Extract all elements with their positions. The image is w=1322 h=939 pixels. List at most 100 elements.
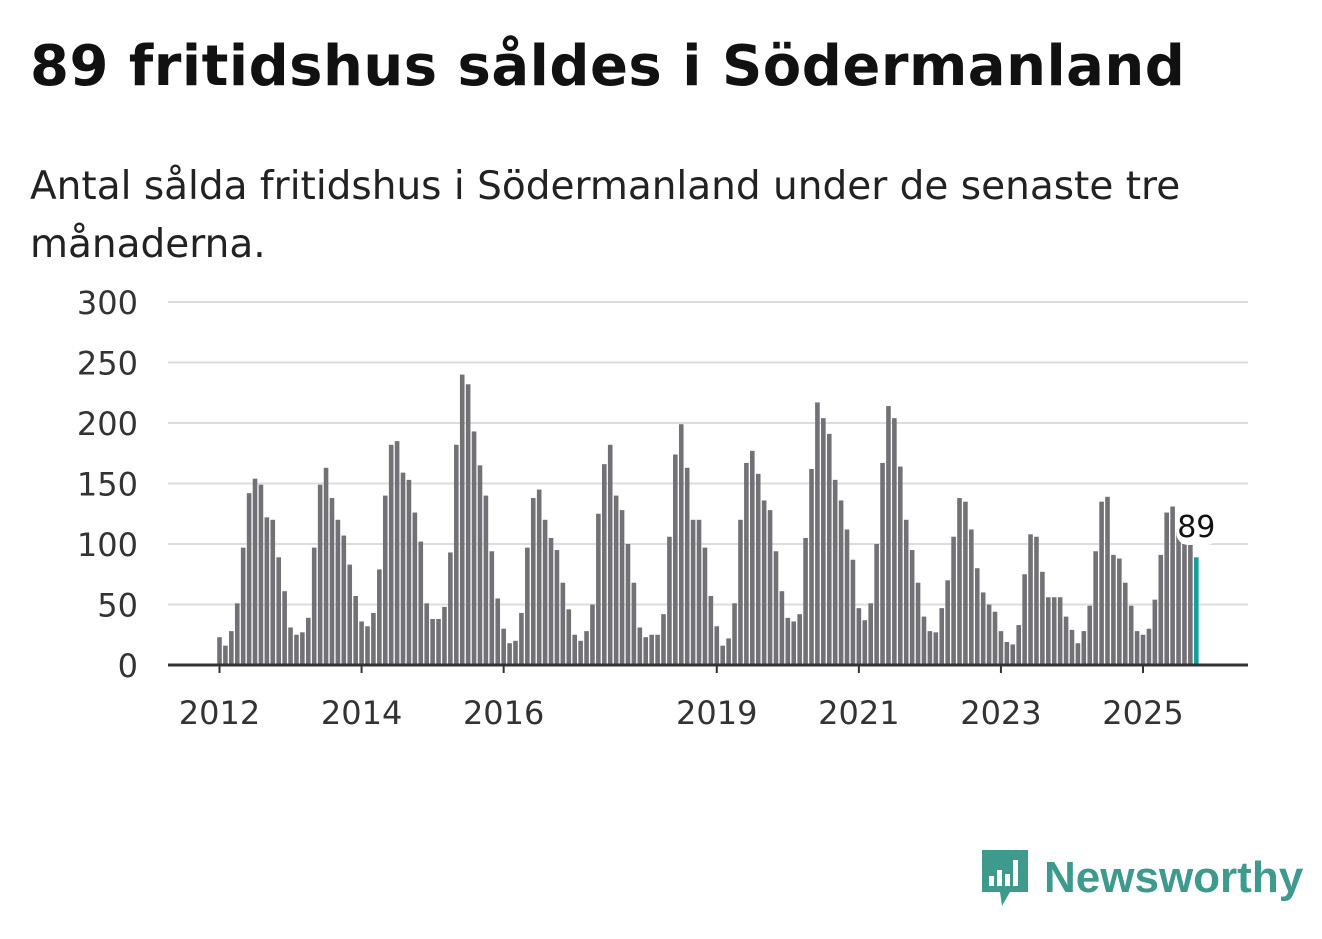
y-tick-label: 300 xyxy=(77,284,138,322)
bar xyxy=(448,552,453,665)
bar xyxy=(1057,597,1063,665)
bar xyxy=(785,617,791,665)
bar xyxy=(300,632,305,665)
bar xyxy=(501,628,506,665)
bar xyxy=(1069,629,1075,665)
bar xyxy=(1158,554,1164,665)
bar xyxy=(507,643,512,665)
bar xyxy=(590,604,595,665)
bar xyxy=(1194,557,1199,665)
bar xyxy=(578,640,583,665)
bar xyxy=(229,631,234,665)
bar xyxy=(252,478,258,665)
bar xyxy=(708,596,714,665)
y-tick-label: 0 xyxy=(118,647,138,685)
bar xyxy=(536,489,542,665)
y-tick-label: 150 xyxy=(77,466,138,504)
bar xyxy=(288,627,293,665)
bar xyxy=(542,519,548,665)
bar xyxy=(969,529,974,665)
bar xyxy=(1034,536,1039,665)
bar xyxy=(927,631,933,665)
bar xyxy=(1111,554,1116,665)
bar xyxy=(270,519,276,665)
bar xyxy=(892,418,897,665)
bar xyxy=(1028,534,1033,665)
bar xyxy=(459,374,465,665)
y-tick-label: 50 xyxy=(97,587,138,625)
bar xyxy=(637,627,643,665)
x-axis-ticks: 2012 2014 2016 2019 2021 2023 2025 xyxy=(179,665,1184,732)
y-tick-label: 250 xyxy=(77,345,138,383)
bar xyxy=(335,519,341,665)
bar xyxy=(998,631,1004,665)
bar xyxy=(720,645,725,665)
bar xyxy=(773,551,779,665)
bar xyxy=(530,498,536,665)
bar xyxy=(382,495,388,665)
bar xyxy=(803,537,808,665)
bar xyxy=(607,444,613,665)
bar xyxy=(223,645,228,665)
bar xyxy=(1010,644,1016,665)
bar xyxy=(306,617,311,665)
bar xyxy=(821,418,826,665)
bar xyxy=(560,582,566,665)
bar xyxy=(1164,512,1169,665)
bar xyxy=(1093,551,1098,665)
x-tick-label: 2012 xyxy=(179,694,260,732)
bar xyxy=(1105,496,1110,665)
bar xyxy=(1087,605,1093,665)
bar xyxy=(1117,558,1122,665)
bar xyxy=(282,591,287,665)
bar xyxy=(856,608,862,665)
bar xyxy=(738,519,743,665)
bar xyxy=(880,462,885,665)
bar xyxy=(1176,531,1181,665)
bar xyxy=(613,495,619,665)
bar xyxy=(874,544,879,665)
bar xyxy=(619,510,625,665)
bar xyxy=(850,559,856,665)
bar xyxy=(951,536,956,665)
bar xyxy=(430,619,435,665)
bar xyxy=(246,493,252,665)
bar xyxy=(359,621,364,665)
bar xyxy=(353,596,358,665)
bar xyxy=(661,614,666,665)
bar xyxy=(963,501,968,665)
bar xyxy=(554,550,560,665)
bar xyxy=(815,402,820,665)
bar xyxy=(696,519,702,665)
bar xyxy=(702,547,708,665)
bar xyxy=(791,621,797,665)
bar xyxy=(584,631,589,665)
bar xyxy=(347,564,353,665)
bar xyxy=(596,513,601,665)
bar xyxy=(886,406,891,665)
x-tick-label: 2021 xyxy=(818,694,899,732)
bar xyxy=(513,640,518,665)
bar xyxy=(400,472,406,665)
bar xyxy=(317,484,323,665)
bar xyxy=(1040,571,1045,665)
bar xyxy=(1128,605,1134,665)
bar xyxy=(365,626,370,665)
newsworthy-logo: Newsworthy xyxy=(980,848,1303,908)
bar xyxy=(1122,582,1128,665)
bar xyxy=(726,638,731,665)
bar xyxy=(519,612,524,665)
bar xyxy=(495,598,501,665)
bar xyxy=(684,467,690,665)
bar xyxy=(939,608,945,665)
bar xyxy=(862,620,868,665)
bar xyxy=(655,634,660,665)
bar xyxy=(921,616,927,665)
bar xyxy=(690,519,696,665)
bar xyxy=(868,603,873,665)
bar xyxy=(1051,597,1057,665)
bar xyxy=(424,603,429,665)
bar xyxy=(1081,631,1087,665)
bar xyxy=(483,495,489,665)
